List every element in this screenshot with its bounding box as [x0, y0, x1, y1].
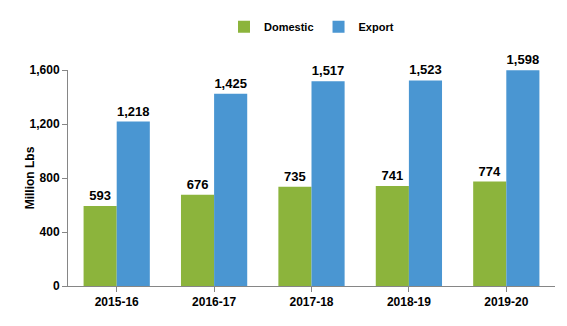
- svg-text:1,600: 1,600: [30, 63, 60, 77]
- svg-text:774: 774: [479, 164, 501, 179]
- svg-text:Domestic: Domestic: [264, 21, 314, 33]
- svg-text:400: 400: [40, 225, 60, 239]
- svg-text:1,598: 1,598: [507, 52, 540, 67]
- svg-text:Export: Export: [359, 21, 394, 33]
- svg-text:2017-18: 2017-18: [289, 295, 333, 309]
- svg-text:800: 800: [40, 171, 60, 185]
- svg-text:593: 593: [89, 188, 111, 203]
- svg-text:2016-17: 2016-17: [192, 295, 236, 309]
- svg-text:1,517: 1,517: [312, 63, 345, 78]
- svg-text:Million Lbs: Million Lbs: [23, 146, 37, 209]
- svg-text:2015-16: 2015-16: [95, 295, 139, 309]
- svg-text:735: 735: [284, 169, 306, 184]
- svg-text:2019-20: 2019-20: [484, 295, 528, 309]
- svg-text:676: 676: [187, 177, 209, 192]
- svg-text:0: 0: [53, 279, 60, 293]
- svg-text:741: 741: [381, 168, 403, 183]
- svg-text:1,523: 1,523: [409, 62, 442, 77]
- svg-text:1,425: 1,425: [214, 76, 247, 91]
- svg-text:2018-19: 2018-19: [387, 295, 431, 309]
- svg-text:1,200: 1,200: [30, 117, 60, 131]
- svg-text:1,218: 1,218: [117, 104, 150, 119]
